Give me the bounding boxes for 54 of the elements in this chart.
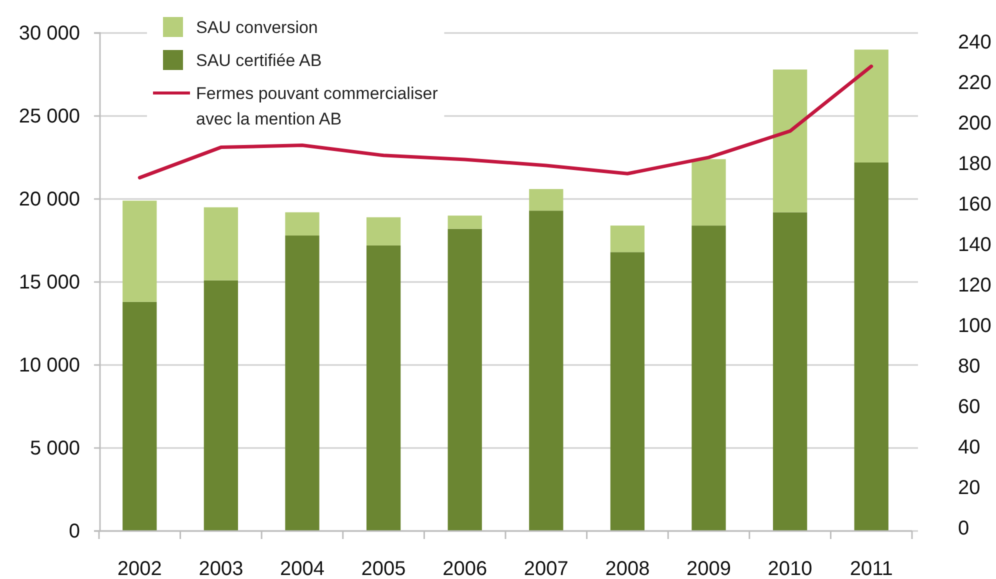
y2-tick-label: 60 bbox=[958, 396, 980, 418]
legend-label: SAU conversion bbox=[196, 18, 318, 37]
bar bbox=[610, 226, 645, 252]
bar bbox=[854, 162, 888, 531]
legend-label: SAU certifiée AB bbox=[196, 50, 322, 70]
bar bbox=[529, 210, 564, 531]
x-tick-label: 2005 bbox=[361, 558, 406, 579]
y-tick-label: 5 000 bbox=[30, 437, 80, 460]
bar bbox=[285, 236, 320, 531]
x-tick-label: 2006 bbox=[442, 558, 488, 579]
y2-tick-label: 100 bbox=[958, 314, 992, 337]
x-tick-label: 2003 bbox=[198, 558, 244, 579]
legend-label: Fermes pouvant commercialiser avec la mention AB bbox=[196, 84, 438, 128]
x-tick-label: 2004 bbox=[280, 558, 324, 579]
bar bbox=[366, 217, 401, 246]
y2-tick-label: 200 bbox=[958, 112, 992, 134]
bar bbox=[854, 50, 888, 162]
bar bbox=[204, 280, 238, 531]
y2-tick-label: 120 bbox=[958, 274, 992, 296]
y2-tick-label: 180 bbox=[958, 152, 992, 175]
y-tick-label: 15 000 bbox=[18, 271, 80, 294]
bar bbox=[204, 207, 238, 280]
y2-tick-label: 20 bbox=[958, 476, 980, 499]
y-tick-label: 20 000 bbox=[18, 188, 80, 210]
bar bbox=[285, 212, 320, 236]
line-series bbox=[138, 64, 874, 180]
bar bbox=[772, 212, 808, 531]
y2-tick-label: 140 bbox=[958, 234, 992, 256]
y-tick-label: 25 000 bbox=[18, 105, 80, 128]
x-tick-label: 2007 bbox=[524, 558, 568, 579]
y2-tick-label: 40 bbox=[958, 436, 980, 458]
bar bbox=[366, 245, 401, 531]
y-tick-label: 0 bbox=[68, 520, 80, 542]
x-tick-label: 2008 bbox=[605, 558, 650, 579]
bar bbox=[122, 200, 157, 302]
x-tick-label: 2002 bbox=[117, 558, 162, 579]
bar bbox=[610, 252, 645, 531]
y2-tick-label: 220 bbox=[958, 72, 992, 94]
y2-tick-label: 0 bbox=[958, 517, 970, 540]
x-tick-label: 2011 bbox=[850, 558, 893, 579]
bar bbox=[692, 159, 726, 226]
bar bbox=[692, 226, 726, 531]
bar bbox=[772, 70, 808, 212]
bar bbox=[122, 302, 157, 531]
x-tick-label: 2009 bbox=[686, 558, 731, 579]
bar bbox=[529, 189, 564, 211]
y-tick-label: 10 000 bbox=[18, 354, 80, 376]
x-tick-label: 2010 bbox=[768, 558, 812, 579]
y2-tick-label: 80 bbox=[958, 355, 980, 378]
bar bbox=[448, 216, 482, 229]
bar bbox=[448, 228, 482, 531]
y-tick-label: 30 000 bbox=[18, 22, 80, 44]
y2-tick-label: 160 bbox=[958, 193, 992, 216]
y2-tick-label: 240 bbox=[958, 31, 992, 54]
